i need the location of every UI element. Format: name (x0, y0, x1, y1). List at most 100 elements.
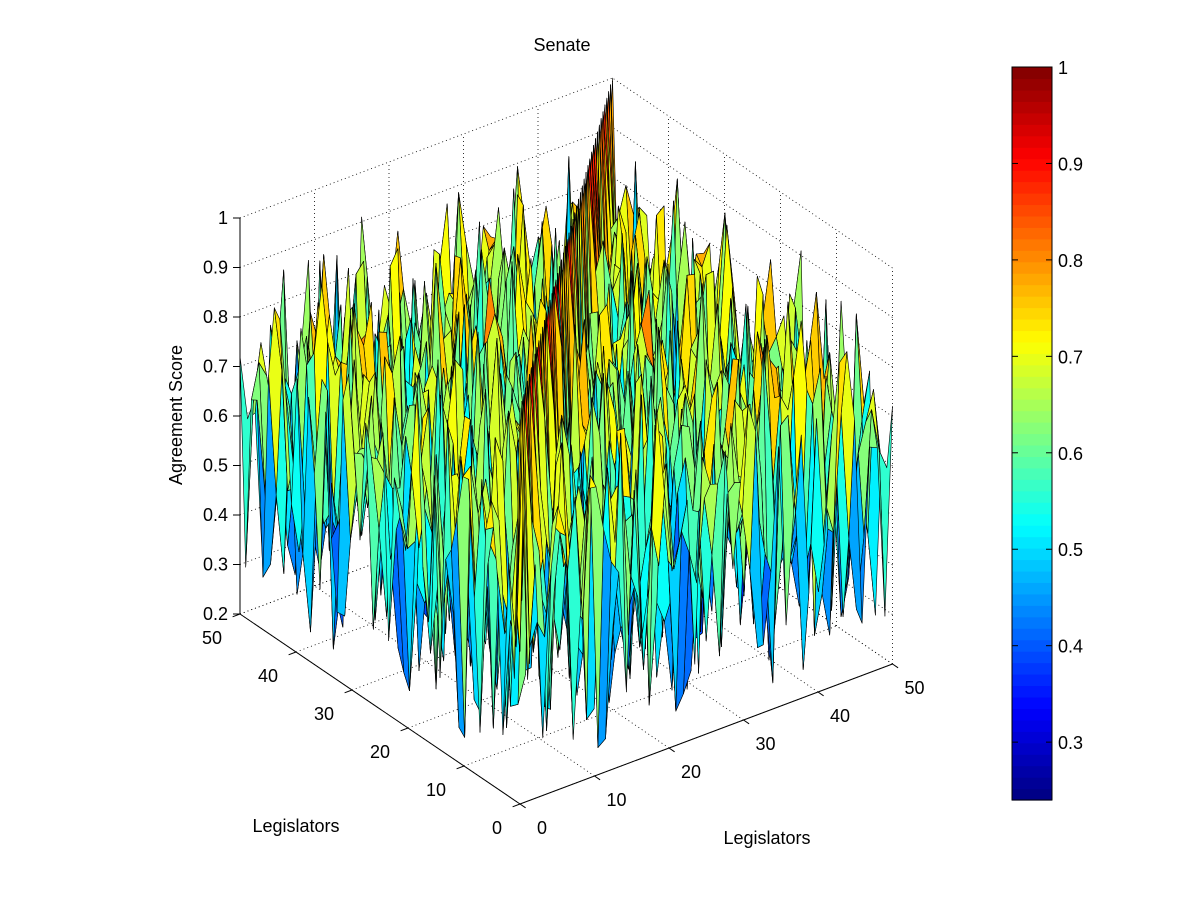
colorbar-swatch (1012, 593, 1052, 606)
y-tick (400, 727, 409, 732)
colorbar-swatch (1012, 765, 1052, 778)
y-tick-label: 50 (202, 628, 222, 648)
colorbar-tick-label: 0.9 (1058, 154, 1083, 174)
z-tick-label: 0.4 (203, 505, 228, 525)
colorbar-swatch (1012, 238, 1052, 251)
colorbar-swatch (1012, 456, 1052, 469)
wall-grid-line (612, 127, 893, 318)
colorbar-swatch (1012, 147, 1052, 160)
colorbar-swatch (1012, 467, 1052, 480)
colorbar-swatch (1012, 513, 1052, 526)
colorbar-swatch (1012, 78, 1052, 91)
x-tick-label: 0 (537, 818, 547, 838)
y-tick (456, 765, 465, 770)
colorbar-tick-label: 0.3 (1058, 733, 1083, 753)
y-axis-line (239, 613, 521, 805)
colorbar-swatch (1012, 215, 1052, 228)
colorbar-swatch (1012, 788, 1052, 801)
colorbar-swatch (1012, 754, 1052, 767)
z-axis-label: Agreement Score (166, 345, 186, 485)
colorbar-swatch (1012, 662, 1052, 675)
colorbar-swatch (1012, 674, 1052, 687)
x-tick (817, 691, 824, 697)
colorbar-swatch (1012, 284, 1052, 297)
y-tick-label: 20 (370, 742, 390, 762)
colorbar-swatch (1012, 536, 1052, 549)
floor-grid-line (314, 585, 595, 777)
x-tick-label: 50 (904, 678, 924, 698)
colorbar-swatch (1012, 525, 1052, 538)
x-tick-label: 30 (755, 734, 775, 754)
colorbar-swatch (1012, 181, 1052, 194)
surface-patch (513, 400, 528, 680)
colorbar-swatch (1012, 777, 1052, 790)
colorbar-swatch (1012, 685, 1052, 698)
y-tick (344, 689, 353, 694)
colorbar-tick-label: 0.6 (1058, 444, 1083, 464)
wall-grid-line (612, 473, 893, 665)
colorbar-swatch (1012, 719, 1052, 732)
colorbar-frame (1011, 66, 1053, 801)
wall-grid-line (612, 176, 893, 368)
y-tick-label: 0 (492, 818, 502, 838)
colorbar-tick-label: 0.8 (1058, 251, 1083, 271)
z-tick-label: 0.3 (203, 555, 228, 575)
colorbar-swatch (1012, 227, 1052, 240)
colorbar-swatch (1012, 158, 1052, 171)
colorbar-swatch (1012, 502, 1052, 515)
colorbar-swatch (1012, 318, 1052, 332)
x-tick (743, 719, 750, 725)
colorbar-swatch (1012, 582, 1052, 595)
colorbar-swatch (1012, 696, 1052, 709)
colorbar-swatch (1012, 410, 1052, 423)
wall-grid-line (239, 77, 613, 219)
colorbar-swatch (1012, 651, 1052, 664)
x-tick (892, 663, 899, 669)
x-tick-label: 10 (606, 790, 626, 810)
colorbar-swatch (1012, 192, 1052, 206)
colorbar-swatch (1012, 124, 1052, 137)
surface-plot (239, 77, 893, 748)
colorbar-swatch (1012, 170, 1052, 183)
colorbar-swatch (1012, 616, 1052, 629)
y-tick (512, 803, 521, 808)
colorbar-swatch (1012, 742, 1052, 755)
y-axis-label: Legislators (252, 816, 339, 836)
x-tick (668, 747, 675, 753)
z-tick-label: 0.6 (203, 406, 228, 426)
colorbar-swatch (1012, 376, 1052, 389)
colorbar-swatch (1012, 605, 1052, 618)
colorbar-swatch (1012, 204, 1052, 217)
colorbar-swatch (1012, 273, 1052, 286)
x-tick (519, 803, 526, 809)
colorbar-swatch (1012, 341, 1052, 354)
colorbar-swatch (1012, 250, 1052, 263)
colorbar-swatch (1012, 353, 1052, 366)
colorbar-swatch (1012, 307, 1052, 320)
z-tick-label: 0.2 (203, 604, 228, 624)
colorbar-swatch (1012, 261, 1052, 274)
colorbar-swatch (1012, 628, 1052, 641)
colorbar-tick-label: 1 (1058, 58, 1068, 78)
chart-title: Senate (533, 35, 590, 55)
colorbar-swatch (1012, 89, 1052, 102)
colorbar-swatch (1012, 548, 1052, 561)
colorbar-swatch (1012, 559, 1052, 572)
z-tick-label: 0.7 (203, 357, 228, 377)
x-tick-label: 40 (830, 706, 850, 726)
colorbar-swatch (1012, 364, 1052, 377)
colorbar-swatch (1012, 112, 1052, 125)
colorbar-swatch (1012, 479, 1052, 492)
y-tick (288, 651, 297, 656)
colorbar-swatch (1012, 67, 1052, 80)
colorbar-swatch (1012, 433, 1052, 446)
colorbar-tick-label: 0.5 (1058, 540, 1083, 560)
y-tick-label: 10 (426, 780, 446, 800)
z-tick-label: 0.8 (203, 307, 228, 327)
z-tick-label: 0.5 (203, 456, 228, 476)
colorbar-swatch (1012, 570, 1052, 583)
wall-grid-line (612, 77, 893, 269)
colorbar-swatch (1012, 731, 1052, 744)
x-tick-label: 20 (681, 762, 701, 782)
